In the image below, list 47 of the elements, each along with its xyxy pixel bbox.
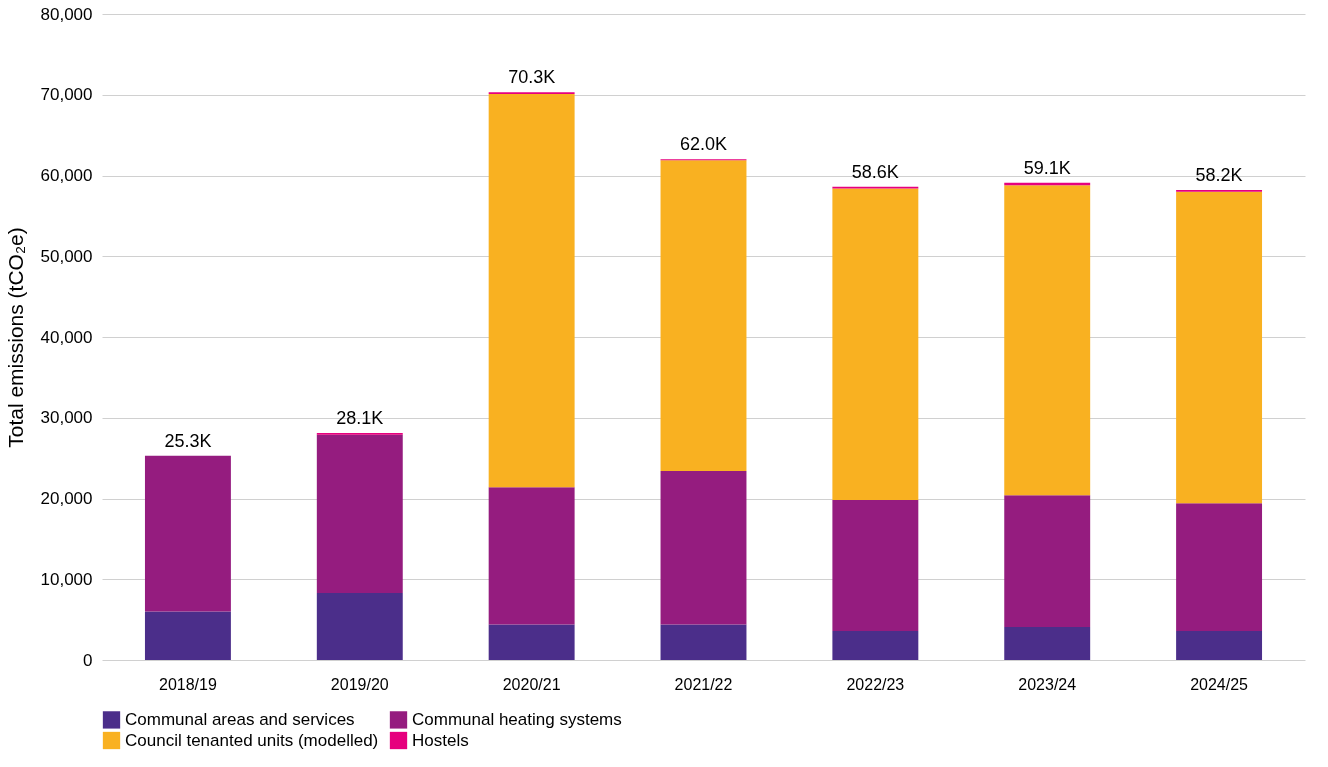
bar [1176, 503, 1263, 631]
x-tick-label: 2021/22 [674, 675, 733, 693]
bar [144, 455, 231, 612]
y-tick-label: 70,000 [40, 85, 93, 105]
y-axis-title: Total emissions (tCO₂e) [3, 227, 27, 448]
bar [660, 471, 747, 625]
y-tick-label: 80,000 [40, 4, 93, 24]
bar [1004, 185, 1091, 496]
bar [1004, 626, 1091, 660]
x-tick-label: 2024/25 [1190, 675, 1249, 693]
legend-label: Communal areas and services [125, 709, 355, 729]
y-tick-label: 40,000 [40, 327, 93, 347]
x-tick-label: 2023/24 [1018, 675, 1077, 693]
total-label: 70.3K [508, 67, 556, 88]
x-tick-label: 2020/21 [502, 675, 561, 693]
y-tick-label: 60,000 [40, 166, 93, 185]
bar [488, 624, 575, 660]
y-tick-label: 0 [83, 650, 93, 670]
legend-label: Hostels [412, 730, 469, 750]
bar [488, 93, 575, 488]
bar [1176, 630, 1263, 660]
bar [488, 487, 575, 625]
x-tick-label: 2019/20 [330, 675, 389, 693]
y-tick-label: 30,000 [40, 408, 93, 428]
y-tick-label: 10,000 [40, 569, 93, 589]
total-label: 28.1K [336, 408, 384, 429]
total-label: 59.1K [1023, 157, 1071, 178]
bar [832, 188, 919, 501]
bar [832, 630, 919, 660]
bar [144, 611, 231, 660]
bar [660, 160, 747, 472]
bar [316, 592, 403, 660]
legend-label: Communal heating systems [412, 709, 622, 729]
bar [660, 624, 747, 660]
x-tick-label: 2018/19 [159, 675, 217, 693]
legend-label: Council tenanted units (modelled) [125, 730, 379, 750]
total-label: 58.2K [1195, 165, 1243, 186]
bar [832, 500, 919, 631]
bar [1004, 495, 1091, 627]
y-tick-label: 20,000 [40, 489, 93, 508]
bar [1176, 191, 1263, 504]
y-tick-label: 50,000 [40, 246, 93, 266]
x-tick-label: 2022/23 [846, 675, 905, 693]
total-label: 58.6K [851, 161, 899, 182]
total-label: 62.0K [679, 134, 728, 155]
total-label: 25.3K [164, 430, 212, 451]
bar [316, 434, 403, 593]
